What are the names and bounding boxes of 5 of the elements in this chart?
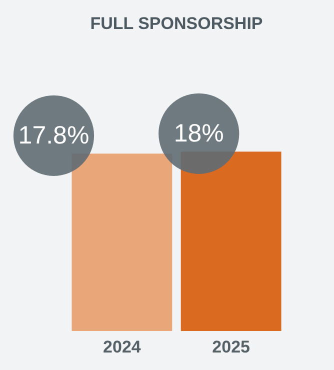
chart-title: FULL SPONSORSHIP <box>90 14 263 33</box>
data-label: 18% <box>174 120 224 148</box>
data-label: 17.8% <box>18 122 90 150</box>
x-tick-label: 2024 <box>103 338 142 356</box>
x-tick-label: 2025 <box>212 338 250 356</box>
